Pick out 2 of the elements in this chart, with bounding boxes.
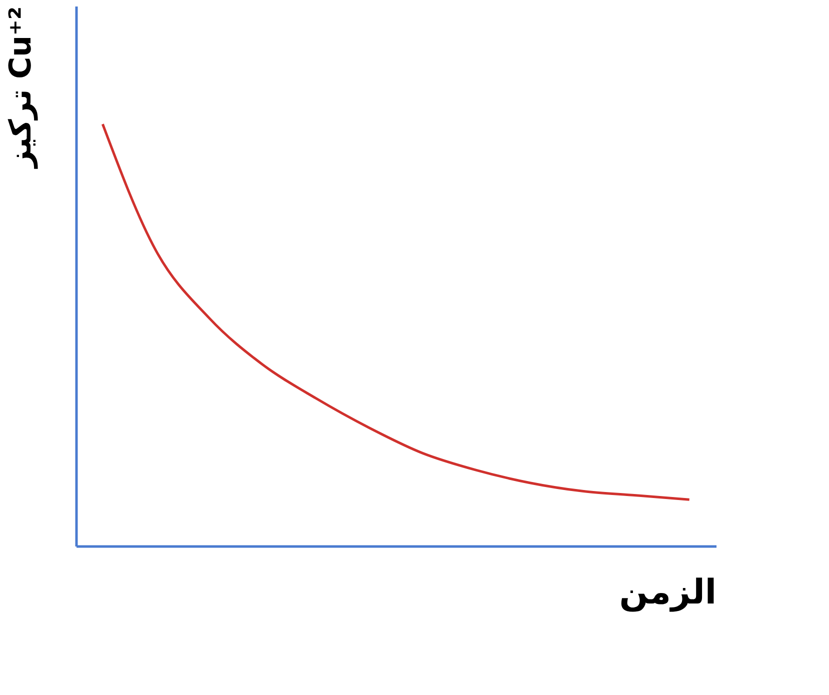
y-axis-title: تركيز Cu⁺² xyxy=(4,6,38,170)
x-axis-title: الزمن xyxy=(619,572,716,612)
